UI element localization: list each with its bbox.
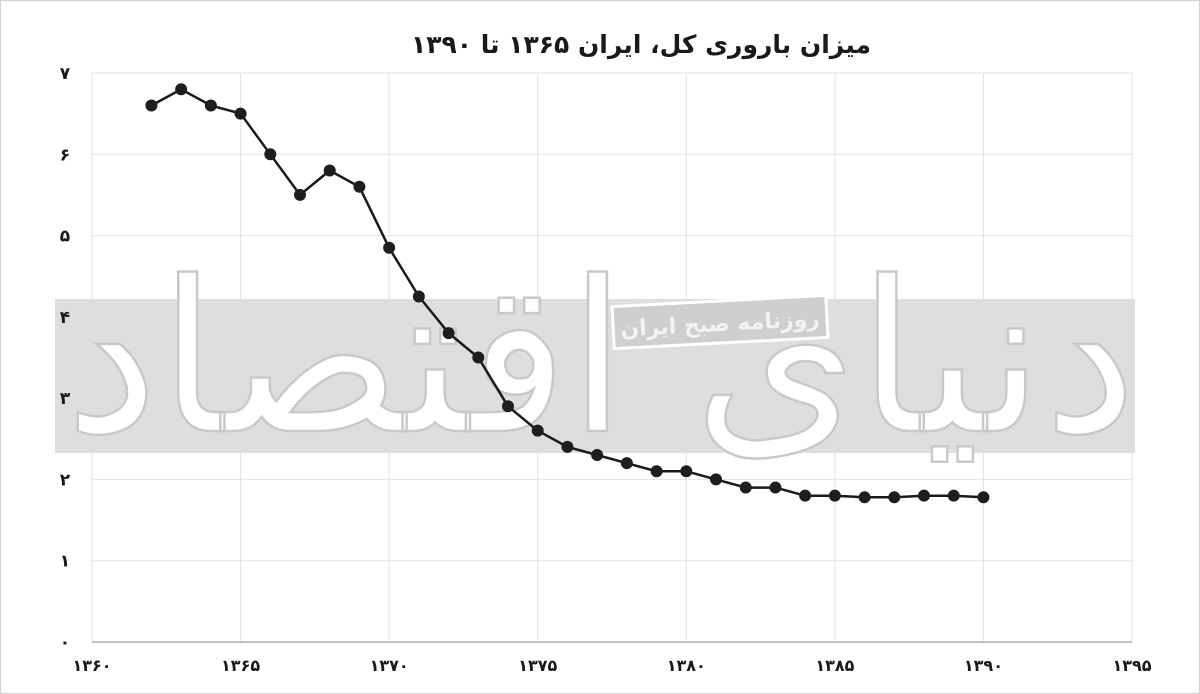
series-line [145, 83, 990, 504]
y-tick-label: ۱ [60, 552, 70, 572]
y-tick-label: ۳ [60, 389, 71, 409]
data-point [502, 400, 514, 413]
x-tick-label: ۱۳۶۵ [221, 656, 260, 675]
axes: ۰ ۱ ۲ ۳ ۴ ۵ ۶ ۷ ۱۳۶۰ ۱۳۶۵ ۱۳۷۰ ۱۳۷۵ ۱۳۸۰ ۱۳۸۵ ۱۳۹۰ ۱۳۹۵ [60, 64, 1152, 675]
y-tick-label: ۴ [60, 308, 70, 328]
data-point [442, 327, 455, 340]
data-point [947, 489, 960, 502]
data-point [234, 107, 247, 120]
data-point [739, 481, 752, 494]
watermark-sub-box [610, 293, 830, 351]
x-tick-label: ۱۳۶۰ [72, 656, 111, 675]
data-point [204, 99, 217, 112]
data-point [472, 351, 485, 364]
chart-title: میزان باروری کل، ایران ۱۳۶۵ تا ۱۳۹۰ [411, 30, 871, 60]
data-point [175, 83, 188, 96]
x-tick-label: ۱۳۷۵ [518, 656, 557, 675]
watermark-band [55, 299, 1135, 453]
data-point [383, 241, 396, 254]
y-tick-label: ۰ [60, 633, 70, 653]
data-point [769, 481, 782, 494]
data-point [918, 489, 930, 502]
x-tick-label: ۱۳۸۵ [815, 656, 854, 675]
data-point [264, 148, 277, 161]
data-point [591, 449, 604, 462]
y-tick-label: ۲ [60, 470, 71, 490]
x-tick-label: ۱۳۷۰ [370, 656, 409, 675]
data-point [680, 465, 693, 478]
data-point [858, 491, 871, 504]
data-point [828, 489, 841, 502]
data-point [353, 180, 366, 193]
data-point [620, 457, 633, 470]
x-tick-label: ۱۳۹۰ [964, 656, 1003, 675]
data-point [561, 440, 574, 453]
data-point [977, 491, 990, 504]
y-tick-label: ۵ [60, 227, 70, 247]
watermark: دنیای اقتصاد روزنامه صبح ایران [55, 235, 1138, 482]
data-point [799, 489, 812, 502]
data-point [888, 491, 901, 504]
y-tick-label: ۶ [60, 145, 70, 165]
watermark-logo-text: دنیای اقتصاد [65, 236, 1137, 481]
data-point [323, 164, 336, 177]
data-point [145, 99, 158, 112]
data-point [531, 424, 544, 437]
data-point [710, 473, 722, 486]
data-point [294, 188, 306, 201]
data-point [650, 465, 663, 478]
x-tick-label: ۱۳۸۰ [667, 656, 706, 675]
data-point [412, 290, 425, 303]
y-tick-label: ۷ [60, 64, 71, 84]
x-tick-label: ۱۳۹۵ [1112, 656, 1151, 675]
